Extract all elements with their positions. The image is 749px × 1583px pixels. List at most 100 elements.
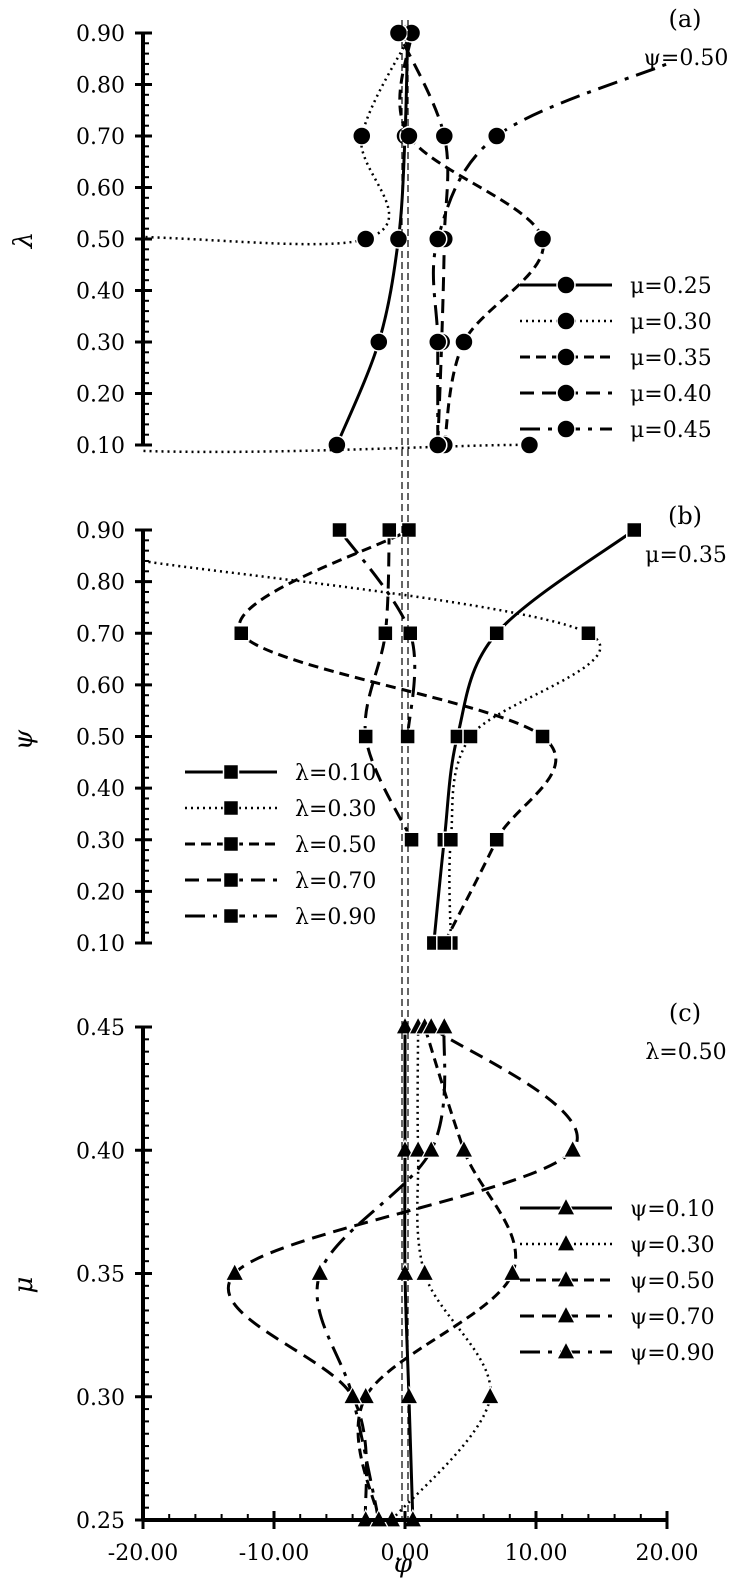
y-tick-label: 0.40 — [76, 280, 125, 305]
series-line — [338, 529, 417, 737]
legend-label: ψ=0.50 — [630, 1269, 715, 1294]
y-axis-label: ψ — [9, 729, 39, 750]
legend-label: μ=0.40 — [630, 382, 712, 407]
data-point — [519, 435, 540, 455]
series-1 — [395, 1015, 423, 1528]
legend-marker — [556, 347, 576, 367]
legend-label: μ=0.25 — [630, 274, 712, 299]
y-tick-label: 0.10 — [76, 932, 125, 957]
legend-label: ψ=0.90 — [630, 1341, 715, 1366]
data-point — [401, 625, 419, 642]
condition-label: μ=0.35 — [645, 543, 727, 568]
y-tick-label: 0.30 — [76, 829, 125, 854]
legend-marker — [556, 1268, 576, 1288]
legend-label: λ=0.90 — [295, 905, 376, 930]
data-point — [395, 1015, 415, 1035]
data-point — [403, 831, 420, 848]
series-line — [363, 529, 413, 841]
legend-marker — [556, 275, 576, 295]
y-tick-label: 0.60 — [76, 177, 125, 202]
data-point — [342, 1385, 363, 1405]
y-tick-label: 0.30 — [76, 1386, 125, 1411]
y-tick-label: 0.70 — [76, 125, 125, 150]
data-point — [580, 625, 597, 642]
data-point — [388, 229, 409, 249]
panel-label: (c) — [669, 999, 701, 1027]
y-tick-label: 0.40 — [76, 1139, 125, 1164]
data-point — [534, 728, 551, 745]
data-point — [442, 831, 460, 848]
series-5 — [428, 62, 668, 455]
legend-marker — [556, 383, 576, 403]
legend-label: μ=0.30 — [630, 310, 712, 335]
y-tick-label: 0.90 — [76, 519, 125, 544]
data-point — [395, 1138, 415, 1158]
legend-label: λ=0.10 — [295, 761, 376, 786]
series-5 — [331, 521, 419, 745]
data-point — [626, 521, 643, 539]
legend-marker — [222, 763, 240, 781]
data-point — [399, 126, 419, 146]
data-point — [400, 521, 418, 539]
legend: ψ=0.10 ψ=0.30 ψ=0.50 ψ=0.70 ψ=0.90 — [520, 1196, 715, 1366]
y-tick-label: 0.60 — [76, 674, 125, 699]
y-tick-label: 0.10 — [76, 434, 125, 459]
data-point — [388, 23, 409, 43]
data-point — [428, 435, 448, 455]
data-point — [454, 332, 474, 352]
data-point — [377, 625, 394, 642]
y-tick-label: 0.20 — [76, 880, 125, 905]
data-point — [502, 1262, 523, 1282]
data-point — [462, 728, 479, 745]
legend: λ=0.10 λ=0.30 λ=0.50 λ=0.70 λ=0.90 — [185, 761, 376, 930]
legend-marker — [556, 1340, 576, 1360]
legend-label: λ=0.50 — [295, 833, 376, 858]
y-axis-label: μ — [9, 1277, 39, 1294]
data-point — [532, 229, 553, 249]
y-tick-label: 0.50 — [76, 726, 125, 751]
legend-marker — [556, 419, 576, 439]
x-tick-label: -10.00 — [239, 1541, 309, 1566]
data-point — [357, 728, 374, 745]
condition-label: ψ=0.50 — [644, 46, 729, 71]
data-point — [224, 1262, 245, 1282]
legend-marker — [222, 835, 240, 853]
series-line — [398, 32, 545, 446]
panel-label: (a) — [668, 5, 701, 33]
series-3 — [398, 23, 553, 455]
data-point — [421, 1138, 442, 1158]
data-point — [434, 1015, 455, 1035]
y-axis-label: λ — [9, 232, 39, 249]
chart-panel-3: 0.250.300.350.400.45μ(c)λ=0.50ψ=0.10ψ=0.… — [9, 999, 727, 1579]
series-line — [226, 1025, 579, 1521]
data-point — [327, 435, 347, 455]
chart-panel-1: 0.10 0.20 0.30 0.40 0.50 0.60 0.70 0.80 0.90 λ (a)… — [9, 5, 729, 459]
y-tick-label: 0.80 — [76, 74, 125, 99]
chart-panel-2: 0.10 0.20 0.30 0.40 0.50 0.60 0.70 0.80 0.90 ψ (b)… — [9, 502, 727, 957]
data-point — [355, 1385, 376, 1405]
series-line — [237, 528, 558, 944]
legend-label: ψ=0.10 — [630, 1197, 715, 1222]
y-tick-label: 0.25 — [76, 1509, 125, 1534]
legend-marker — [556, 1232, 576, 1252]
legend-marker — [222, 907, 240, 925]
data-point — [355, 229, 376, 249]
legend: μ=0.25 μ=0.30 μ=0.35 μ=0.40 μ=0.45 — [520, 274, 712, 443]
series-5 — [309, 1015, 455, 1528]
data-point — [233, 625, 250, 642]
data-point — [436, 934, 453, 952]
data-point — [395, 1262, 415, 1282]
y-tick-label: 0.50 — [76, 228, 125, 253]
condition-label: λ=0.50 — [645, 1040, 726, 1065]
data-point — [421, 1015, 442, 1035]
panel-label: (b) — [668, 502, 702, 530]
series-1 — [425, 521, 643, 952]
y-tick-label: 0.40 — [76, 777, 125, 802]
legend-label: λ=0.70 — [295, 869, 376, 894]
data-point — [428, 229, 448, 249]
data-point — [381, 521, 398, 539]
legend-label: μ=0.35 — [630, 346, 712, 371]
legend-label: ψ=0.70 — [630, 1305, 715, 1330]
y-tick-label: 0.70 — [76, 622, 125, 647]
